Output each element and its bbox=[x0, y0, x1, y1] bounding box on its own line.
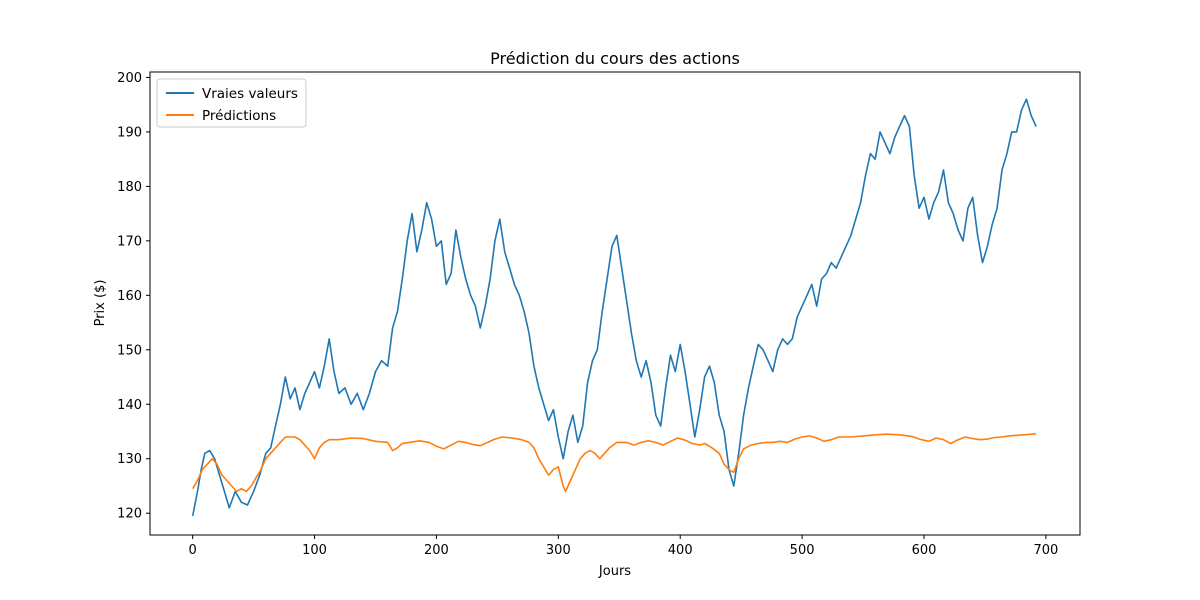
series-line-predictions bbox=[192, 432, 1037, 493]
x-tick-label: 500 bbox=[790, 543, 815, 558]
y-tick-label: 150 bbox=[117, 343, 142, 358]
x-tick-label: 300 bbox=[546, 543, 571, 558]
legend: Vraies valeurs Prédictions bbox=[156, 78, 307, 128]
series-line-vraies-valeurs bbox=[191, 98, 1037, 517]
legend-label-vraies-valeurs: Vraies valeurs bbox=[202, 86, 298, 102]
y-tick-label: 200 bbox=[117, 71, 142, 86]
chart-title: Prédiction du cours des actions bbox=[490, 49, 740, 68]
x-tick-label: 200 bbox=[424, 543, 449, 558]
plot-frame bbox=[149, 71, 1081, 536]
x-tick-label: 400 bbox=[668, 543, 693, 558]
x-axis: 0 100 200 300 400 500 600 700 bbox=[189, 535, 1058, 558]
x-tick-label: 0 bbox=[189, 543, 197, 558]
y-tick-label: 190 bbox=[117, 125, 142, 140]
y-tick-label: 130 bbox=[117, 452, 142, 467]
y-tick-label: 170 bbox=[117, 234, 142, 249]
y-tick-label: 160 bbox=[117, 289, 142, 304]
y-tick-label: 180 bbox=[117, 180, 142, 195]
y-axis-label: Prix ($) bbox=[93, 280, 108, 327]
plot-area bbox=[149, 71, 1081, 536]
y-tick-label: 120 bbox=[117, 507, 142, 522]
x-tick-label: 100 bbox=[302, 543, 327, 558]
y-axis: 120 130 140 150 160 170 180 190 200 bbox=[117, 71, 150, 522]
series-layer bbox=[191, 98, 1037, 517]
legend-label-predictions: Prédictions bbox=[202, 108, 276, 124]
x-axis-label: Jours bbox=[598, 564, 631, 579]
y-tick-label: 140 bbox=[117, 398, 142, 413]
x-tick-label: 700 bbox=[1033, 543, 1058, 558]
x-tick-label: 600 bbox=[912, 543, 937, 558]
legend-box bbox=[156, 78, 307, 128]
